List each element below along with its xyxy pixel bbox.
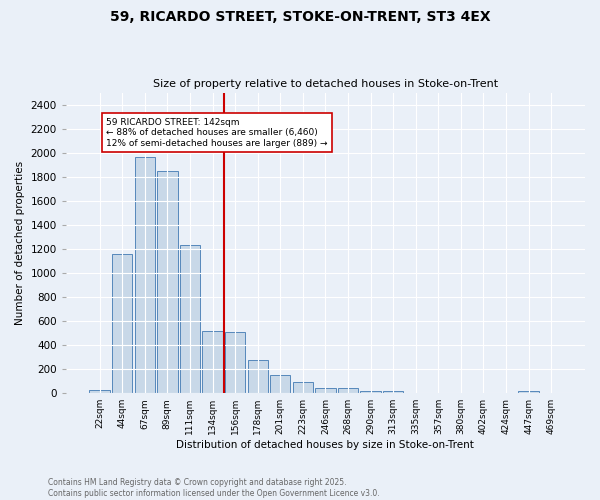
Text: 59 RICARDO STREET: 142sqm
← 88% of detached houses are smaller (6,460)
12% of se: 59 RICARDO STREET: 142sqm ← 88% of detac… [106, 118, 328, 148]
Bar [428, 392, 448, 393]
Text: 59, RICARDO STREET, STOKE-ON-TRENT, ST3 4EX: 59, RICARDO STREET, STOKE-ON-TRENT, ST3 … [110, 10, 490, 24]
Title: Size of property relative to detached houses in Stoke-on-Trent: Size of property relative to detached ho… [153, 79, 498, 89]
Bar [134, 158, 155, 393]
Bar [248, 360, 268, 393]
Bar [225, 332, 245, 393]
Bar [270, 375, 290, 393]
Bar [315, 388, 335, 393]
Text: Contains HM Land Registry data © Crown copyright and database right 2025.
Contai: Contains HM Land Registry data © Crown c… [48, 478, 380, 498]
Bar [202, 330, 223, 393]
Bar [361, 391, 381, 393]
X-axis label: Distribution of detached houses by size in Stoke-on-Trent: Distribution of detached houses by size … [176, 440, 475, 450]
Y-axis label: Number of detached properties: Number of detached properties [15, 161, 25, 325]
Bar [180, 246, 200, 393]
Bar [383, 392, 403, 393]
Bar [112, 254, 133, 393]
Bar [89, 390, 110, 393]
Bar [406, 392, 426, 393]
Bar [518, 392, 539, 393]
Bar [157, 170, 178, 393]
Bar [293, 382, 313, 393]
Bar [338, 388, 358, 393]
